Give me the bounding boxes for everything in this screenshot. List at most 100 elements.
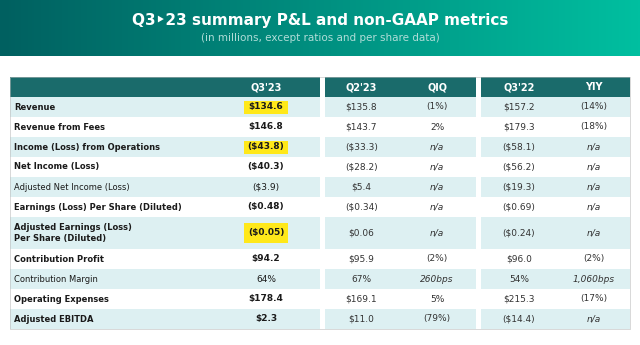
- Bar: [328, 0, 332, 56]
- Bar: [0, 0, 3, 56]
- Bar: [629, 0, 632, 56]
- Text: ($40.3): ($40.3): [248, 162, 284, 171]
- Bar: [256, 0, 259, 56]
- Bar: [563, 0, 566, 56]
- Bar: [580, 0, 584, 56]
- Text: Revenue: Revenue: [14, 102, 55, 111]
- Text: (18%): (18%): [580, 122, 607, 131]
- Bar: [66, 0, 69, 56]
- Bar: [376, 0, 379, 56]
- Bar: [62, 0, 65, 56]
- Bar: [173, 0, 176, 56]
- Text: ($19.3): ($19.3): [502, 183, 536, 191]
- Bar: [17, 0, 20, 56]
- Bar: [516, 0, 520, 56]
- Bar: [484, 0, 488, 56]
- Text: n/a: n/a: [430, 162, 444, 171]
- Bar: [117, 0, 120, 56]
- Bar: [499, 0, 502, 56]
- Text: (in millions, except ratios and per share data): (in millions, except ratios and per shar…: [200, 33, 440, 43]
- Bar: [474, 0, 477, 56]
- Bar: [437, 0, 440, 56]
- Bar: [337, 0, 340, 56]
- Bar: [414, 0, 417, 56]
- Bar: [378, 0, 381, 56]
- Text: ($43.8): ($43.8): [248, 142, 284, 151]
- Bar: [13, 0, 16, 56]
- Bar: [452, 0, 456, 56]
- Bar: [331, 0, 334, 56]
- Bar: [536, 0, 539, 56]
- Bar: [582, 0, 586, 56]
- Bar: [70, 0, 74, 56]
- Bar: [196, 0, 200, 56]
- Bar: [510, 0, 513, 56]
- Bar: [203, 0, 206, 56]
- Bar: [574, 0, 577, 56]
- Bar: [335, 0, 338, 56]
- Bar: [8, 0, 12, 56]
- Bar: [40, 0, 44, 56]
- Bar: [226, 0, 229, 56]
- Bar: [245, 0, 248, 56]
- Bar: [10, 309, 630, 329]
- Bar: [627, 0, 630, 56]
- Bar: [625, 0, 628, 56]
- Text: n/a: n/a: [430, 203, 444, 211]
- Bar: [19, 0, 22, 56]
- Bar: [508, 0, 511, 56]
- Bar: [358, 0, 362, 56]
- Bar: [476, 269, 481, 289]
- Bar: [591, 0, 594, 56]
- Bar: [587, 0, 590, 56]
- Bar: [290, 0, 293, 56]
- Bar: [38, 0, 42, 56]
- Bar: [512, 0, 515, 56]
- Bar: [401, 0, 404, 56]
- Text: ($33.3): ($33.3): [345, 142, 378, 151]
- Bar: [395, 0, 398, 56]
- Bar: [326, 0, 330, 56]
- Text: 1,060bps: 1,060bps: [572, 275, 614, 284]
- Bar: [610, 0, 613, 56]
- Bar: [463, 0, 466, 56]
- Bar: [325, 77, 476, 97]
- Bar: [244, 100, 288, 114]
- Bar: [578, 0, 581, 56]
- Bar: [301, 0, 304, 56]
- Bar: [96, 0, 99, 56]
- Bar: [454, 0, 458, 56]
- Bar: [260, 0, 264, 56]
- Bar: [320, 77, 325, 97]
- Bar: [179, 0, 182, 56]
- Text: (2%): (2%): [583, 255, 604, 264]
- Bar: [312, 0, 315, 56]
- Bar: [81, 0, 84, 56]
- Bar: [373, 0, 376, 56]
- Text: Q3‣23 summary P&L and non-GAAP metrics: Q3‣23 summary P&L and non-GAAP metrics: [132, 12, 508, 28]
- Text: Income (Loss) from Operations: Income (Loss) from Operations: [14, 142, 160, 151]
- Bar: [141, 0, 144, 56]
- Bar: [456, 0, 460, 56]
- Bar: [388, 0, 392, 56]
- Text: $5.4: $5.4: [351, 183, 371, 191]
- Text: ($0.69): ($0.69): [502, 203, 536, 211]
- Bar: [200, 0, 204, 56]
- Bar: [550, 0, 554, 56]
- Bar: [275, 0, 278, 56]
- Bar: [60, 0, 63, 56]
- Bar: [476, 157, 481, 177]
- Bar: [15, 0, 18, 56]
- Text: n/a: n/a: [586, 228, 600, 237]
- Bar: [476, 0, 479, 56]
- Bar: [476, 97, 481, 117]
- Bar: [480, 0, 483, 56]
- Text: Adjusted EBITDA: Adjusted EBITDA: [14, 315, 93, 324]
- Bar: [636, 0, 639, 56]
- Text: $169.1: $169.1: [346, 295, 378, 304]
- Bar: [273, 0, 276, 56]
- Bar: [102, 0, 106, 56]
- Bar: [369, 0, 372, 56]
- Bar: [476, 217, 481, 249]
- Bar: [476, 117, 481, 137]
